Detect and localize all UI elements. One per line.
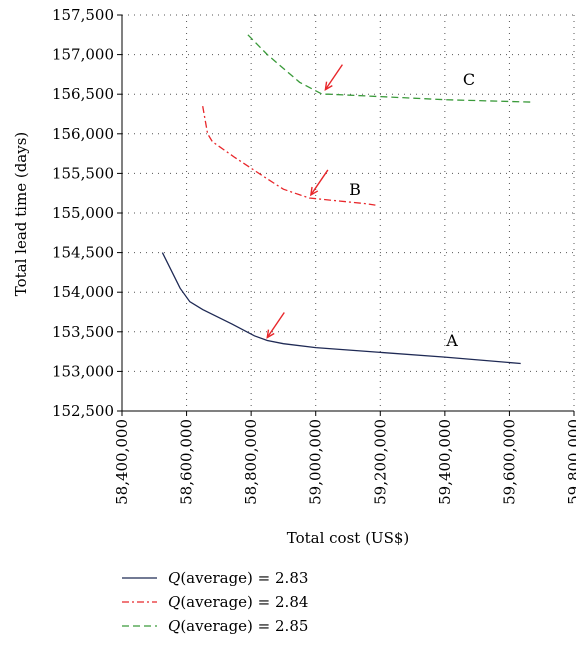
legend-label: Q(average) = 2.83 — [168, 569, 308, 587]
curve-labels: A B C — [349, 70, 475, 350]
y-tick-label: 156,500 — [52, 85, 114, 103]
y-axis-title: Total lead time (days) — [12, 132, 30, 297]
legend-item-b: Q(average) = 2.84 — [122, 593, 308, 611]
knee-arrow-a — [267, 313, 284, 338]
y-tick-label: 152,500 — [52, 402, 114, 420]
y-tick-label: 154,000 — [52, 283, 114, 301]
x-tick-label: 58,400,000 — [113, 419, 131, 505]
grid — [122, 15, 574, 411]
x-tick-label: 59,000,000 — [307, 419, 325, 505]
legend-label: Q(average) = 2.85 — [168, 617, 308, 635]
curve-label-a: A — [445, 331, 458, 350]
y-tick-label: 156,000 — [52, 125, 114, 143]
arrows — [267, 65, 342, 338]
series-line-c — [248, 35, 532, 102]
series-line-a — [162, 253, 520, 364]
x-tick-label: 59,400,000 — [436, 419, 454, 505]
x-tick-label: 58,600,000 — [178, 419, 196, 505]
y-tick-label: 155,500 — [52, 164, 114, 182]
x-tick-label: 59,200,000 — [371, 419, 389, 505]
series — [162, 35, 532, 364]
y-tick-label: 154,500 — [52, 244, 114, 262]
knee-arrow-c — [325, 65, 342, 90]
y-ticks: 152,500 153,000 153,500 154,000 154,500 155,0… — [52, 6, 122, 420]
curve-label-b: B — [349, 180, 361, 199]
x-tick-label: 59,600,000 — [500, 419, 518, 505]
legend-item-c: Q(average) = 2.85 — [122, 617, 308, 635]
knee-arrow-b — [311, 170, 328, 195]
x-axis-title: Total cost (US$) — [287, 529, 410, 547]
legend: Q(average) = 2.83 Q(average) = 2.84 Q(aver… — [122, 569, 308, 635]
x-tick-label: 58,800,000 — [242, 419, 260, 505]
x-tick-label: 59,800,000 — [565, 419, 576, 505]
y-tick-label: 153,000 — [52, 362, 114, 380]
y-tick-label: 155,000 — [52, 204, 114, 222]
legend-item-a: Q(average) = 2.83 — [122, 569, 308, 587]
y-tick-label: 153,500 — [52, 323, 114, 341]
y-tick-label: 157,000 — [52, 46, 114, 64]
y-tick-label: 157,500 — [52, 6, 114, 24]
x-ticks: 58,400,000 58,600,000 58,800,000 59,000,000… — [113, 411, 576, 505]
legend-label: Q(average) = 2.84 — [168, 593, 308, 611]
curve-label-c: C — [463, 70, 475, 89]
